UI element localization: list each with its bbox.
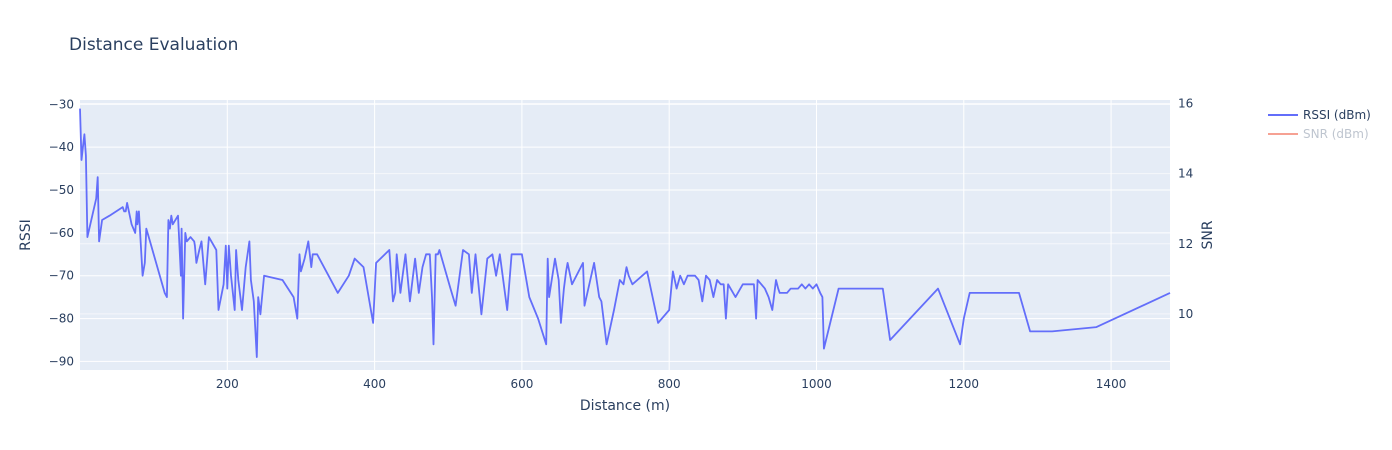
legend-label-snr: SNR (dBm) <box>1303 127 1369 141</box>
y-tick-label: −80 <box>49 312 74 326</box>
y-tick-label: −90 <box>49 354 74 368</box>
y2-tick-label: 14 <box>1178 167 1193 181</box>
x-axis-label: Distance (m) <box>580 398 670 414</box>
y-tick-labels: −30 −40 −50 −60 −70 −80 −90 <box>49 97 74 368</box>
y2-axis-label: SNR <box>1200 220 1216 249</box>
y-tick-label: −40 <box>49 140 74 154</box>
x-tick-label: 400 <box>363 377 386 391</box>
legend: RSSI (dBm) SNR (dBm) <box>1268 108 1371 141</box>
x-tick-label: 1400 <box>1096 377 1127 391</box>
x-tick-label: 600 <box>510 377 533 391</box>
plot-area[interactable] <box>80 100 1170 370</box>
y-tick-label: −60 <box>49 226 74 240</box>
y-axis-label: RSSI <box>18 219 34 251</box>
legend-item-snr[interactable]: SNR (dBm) <box>1268 127 1369 141</box>
legend-item-rssi[interactable]: RSSI (dBm) <box>1268 108 1371 122</box>
gridlines <box>80 100 1170 370</box>
y2-tick-labels: 10 12 14 16 <box>1178 97 1193 321</box>
x-tick-labels: 200 400 600 800 1000 1200 1400 <box>216 377 1127 391</box>
y2-tick-label: 10 <box>1178 307 1193 321</box>
x-tick-label: 1000 <box>801 377 832 391</box>
series-layer <box>79 108 1171 359</box>
y-tick-label: −50 <box>49 183 74 197</box>
y2-tick-label: 16 <box>1178 97 1193 111</box>
y2-tick-label: 12 <box>1178 237 1193 251</box>
x-tick-label: 200 <box>216 377 239 391</box>
y-tick-label: −70 <box>49 269 74 283</box>
chart-title: Distance Evaluation <box>69 35 238 55</box>
x-tick-label: 1200 <box>949 377 980 391</box>
x-tick-label: 800 <box>658 377 681 391</box>
legend-label-rssi: RSSI (dBm) <box>1303 108 1371 122</box>
series-line-rssi[interactable] <box>79 108 1171 359</box>
y-tick-label: −30 <box>49 97 74 111</box>
